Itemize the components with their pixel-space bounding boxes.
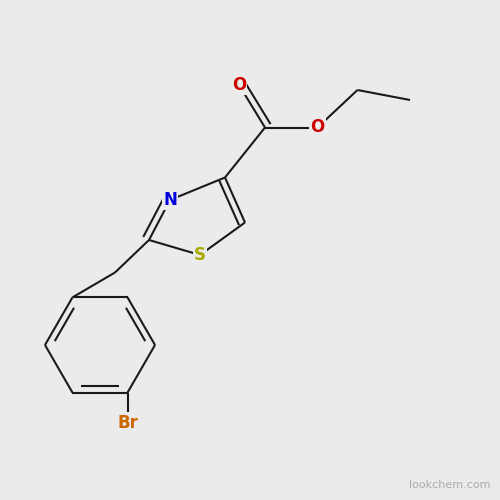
Text: O: O xyxy=(310,118,324,136)
Text: S: S xyxy=(194,246,206,264)
Text: Br: Br xyxy=(117,414,138,432)
Text: O: O xyxy=(232,76,246,94)
Text: N: N xyxy=(163,191,177,209)
Text: lookchem.com: lookchem.com xyxy=(408,480,490,490)
